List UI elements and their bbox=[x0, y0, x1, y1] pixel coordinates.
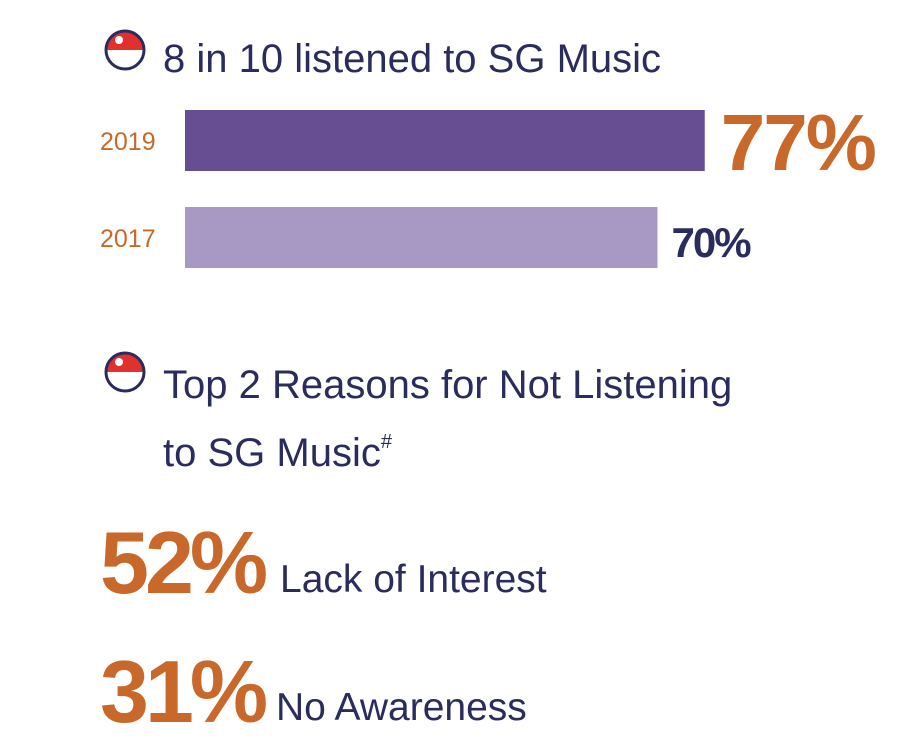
bar bbox=[185, 110, 705, 171]
bar bbox=[185, 207, 658, 268]
flag-icon bbox=[104, 351, 146, 393]
reason-percent: 31% bbox=[100, 642, 266, 741]
reason-text: Lack of Interest bbox=[280, 558, 547, 601]
value-label: 77% bbox=[721, 98, 876, 187]
flag-icon bbox=[104, 29, 146, 71]
reason-text: No Awareness bbox=[276, 686, 527, 729]
section-title: Top 2 Reasons for Not Listening bbox=[163, 363, 732, 407]
footnote-mark: # bbox=[381, 431, 393, 453]
chart-title: 8 in 10 listened to SG Music bbox=[163, 37, 661, 81]
value-label: 70% bbox=[672, 219, 752, 266]
section-title: to SG Music# bbox=[163, 431, 393, 475]
reason-percent: 52% bbox=[100, 513, 266, 612]
category-label: 2019 bbox=[100, 128, 156, 156]
section-title-line: to SG Music bbox=[163, 431, 381, 475]
category-label: 2017 bbox=[100, 225, 156, 253]
